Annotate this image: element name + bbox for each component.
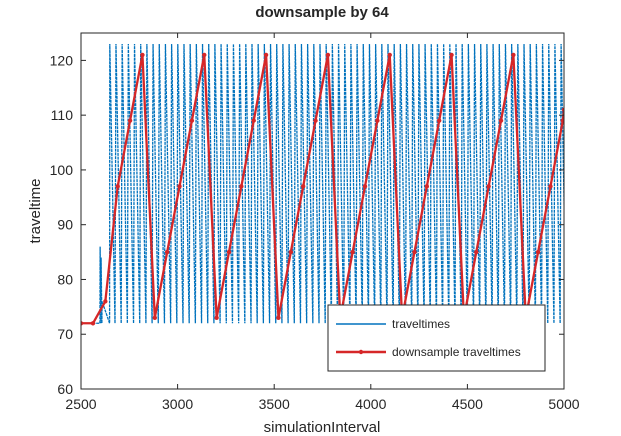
y-axis-label: traveltime — [27, 178, 44, 243]
downsample-point — [511, 52, 516, 58]
downsample-point — [548, 184, 553, 189]
legend-marker-downsample — [358, 349, 364, 355]
downsample-point — [535, 249, 541, 255]
downsample-point — [412, 249, 417, 255]
x-axis-label: simulationInterval — [264, 419, 381, 436]
series-line-traveltimes — [81, 43, 564, 324]
legend-box — [327, 304, 546, 372]
plot-frame — [80, 32, 565, 390]
downsample-point — [350, 249, 355, 255]
y-tick-label: 80 — [57, 271, 73, 287]
downsample-point — [90, 321, 96, 326]
x-tick-label: 4000 — [355, 396, 386, 412]
downsample-point — [140, 52, 145, 58]
downsample-point — [288, 249, 294, 255]
downsample-point — [127, 118, 133, 123]
downsample-point — [387, 52, 392, 58]
downsample-point — [251, 118, 256, 123]
x-tick-label: 3000 — [162, 396, 193, 412]
downsample-point — [362, 184, 368, 189]
legend-label-downsample: downsample traveltimes — [392, 345, 521, 359]
downsample-point — [202, 52, 207, 58]
downsample-point — [263, 52, 269, 58]
downsample-point — [325, 52, 331, 58]
downsample-point — [81, 321, 84, 326]
y-tick-label: 110 — [51, 107, 74, 123]
downsample-point — [276, 315, 281, 320]
downsample-point — [375, 118, 380, 123]
y-tick-label: 60 — [57, 381, 73, 397]
downsample-point — [226, 249, 232, 255]
downsample-point — [189, 118, 195, 123]
downsample-point — [214, 315, 219, 320]
downsample-point — [424, 184, 430, 189]
x-tick-label: 2500 — [65, 396, 96, 412]
downsample-point — [103, 299, 108, 304]
y-tick-label: 90 — [57, 217, 73, 233]
downsample-point — [300, 184, 306, 189]
chart-title: downsample by 64 — [255, 4, 389, 21]
y-tick-label: 120 — [50, 52, 74, 68]
downsample-point — [498, 118, 504, 123]
x-tick-label: 3500 — [259, 396, 290, 412]
downsample-point — [436, 118, 442, 123]
x-tick-label: 5000 — [548, 396, 579, 412]
x-tick-label: 4500 — [452, 396, 483, 412]
y-tick-label: 70 — [57, 326, 73, 342]
downsample-point — [560, 118, 564, 123]
downsample-point — [561, 107, 564, 112]
legend-label-traveltimes: traveltimes — [392, 317, 450, 331]
downsample-point — [474, 249, 479, 255]
legend: traveltimes downsample traveltimes — [327, 304, 546, 372]
downsample-point — [486, 184, 491, 189]
downsample-point — [239, 184, 244, 189]
downsample-point — [115, 184, 120, 189]
downsample-point — [449, 52, 454, 58]
downsample-point — [164, 249, 170, 255]
downsample-point — [152, 315, 158, 320]
downsample-point — [313, 118, 318, 123]
y-tick-label: 100 — [50, 162, 74, 178]
downsample-point — [177, 184, 182, 189]
